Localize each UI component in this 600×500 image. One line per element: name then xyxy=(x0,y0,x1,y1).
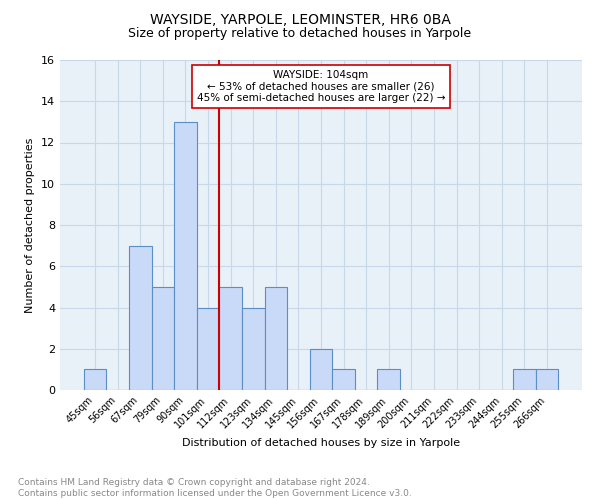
Bar xyxy=(377,370,400,390)
Text: Size of property relative to detached houses in Yarpole: Size of property relative to detached ho… xyxy=(128,28,472,40)
Bar xyxy=(536,370,558,390)
Bar xyxy=(220,287,242,390)
Bar xyxy=(513,370,536,390)
Bar xyxy=(242,308,265,390)
Y-axis label: Number of detached properties: Number of detached properties xyxy=(25,138,35,312)
Bar xyxy=(265,287,287,390)
Bar xyxy=(332,370,355,390)
Text: WAYSIDE, YARPOLE, LEOMINSTER, HR6 0BA: WAYSIDE, YARPOLE, LEOMINSTER, HR6 0BA xyxy=(149,12,451,26)
Bar xyxy=(174,122,197,390)
Bar xyxy=(310,349,332,390)
Text: WAYSIDE: 104sqm
← 53% of detached houses are smaller (26)
45% of semi-detached h: WAYSIDE: 104sqm ← 53% of detached houses… xyxy=(197,70,445,103)
Bar xyxy=(197,308,220,390)
Bar xyxy=(152,287,174,390)
Bar xyxy=(84,370,106,390)
X-axis label: Distribution of detached houses by size in Yarpole: Distribution of detached houses by size … xyxy=(182,438,460,448)
Text: Contains HM Land Registry data © Crown copyright and database right 2024.
Contai: Contains HM Land Registry data © Crown c… xyxy=(18,478,412,498)
Bar xyxy=(129,246,152,390)
